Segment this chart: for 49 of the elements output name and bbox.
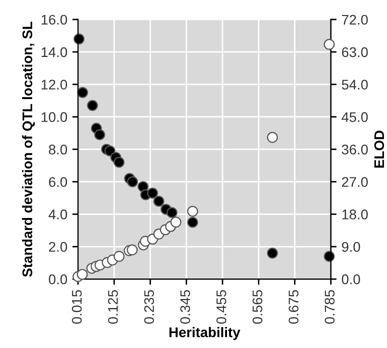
x-tick-label: 0.345: [180, 290, 190, 324]
x-tick-label: 0.785: [324, 290, 335, 324]
point: [94, 129, 106, 140]
y2-tick-label: 0.0: [342, 274, 360, 284]
x-tick-label: 0.015: [72, 290, 82, 324]
point: [104, 145, 116, 156]
point: [147, 188, 158, 199]
y-tick-label: 12.0: [42, 80, 68, 90]
point: [187, 206, 198, 217]
y2-tick-label: 18.0: [342, 210, 368, 220]
y2-tick-label: 72.0: [342, 14, 368, 25]
y-tick-label: 16.0: [42, 14, 68, 25]
x-tick-label: 0.565: [252, 290, 262, 324]
y2-axis-title: ELOD: [374, 130, 384, 168]
y2-tick-label: 45.0: [342, 112, 368, 122]
point: [138, 181, 149, 192]
point: [153, 196, 164, 207]
x-tick-label: 0.675: [288, 290, 298, 324]
point: [74, 33, 84, 44]
point: [266, 248, 278, 259]
point: [127, 176, 138, 188]
point: [114, 250, 125, 262]
y2-tick-label: 36.0: [342, 144, 368, 154]
x-axis-title: Heritability: [169, 327, 240, 340]
point: [170, 216, 182, 228]
point: [114, 156, 125, 168]
y2-tick-label: 54.0: [342, 80, 368, 90]
y-tick-label: 4.0: [48, 210, 68, 220]
y-tick-label: 14.0: [42, 47, 68, 58]
y-tick-label: 8.0: [48, 144, 68, 154]
y-tick-label: 0.0: [48, 274, 68, 284]
y2-tick-label: 63.0: [342, 47, 368, 58]
point: [76, 268, 88, 280]
y-tick-label: 6.0: [49, 177, 68, 187]
y-tick-label: 2.0: [48, 242, 68, 252]
x-tick-label: 0.455: [216, 290, 226, 324]
point: [324, 38, 335, 50]
point: [187, 216, 198, 228]
y2-tick-label: 9.0: [342, 242, 360, 252]
point: [87, 100, 98, 111]
y-tick-label: 10.0: [42, 112, 68, 122]
point: [266, 132, 278, 143]
x-tick-label: 0.125: [108, 290, 118, 324]
y2-tick-label: 27.0: [342, 177, 368, 187]
point: [166, 207, 178, 218]
point: [77, 87, 88, 98]
y-axis-title: Standard deviation of QTL location, SL: [22, 22, 35, 277]
x-tick-label: 0.235: [144, 290, 154, 324]
point: [126, 244, 138, 256]
